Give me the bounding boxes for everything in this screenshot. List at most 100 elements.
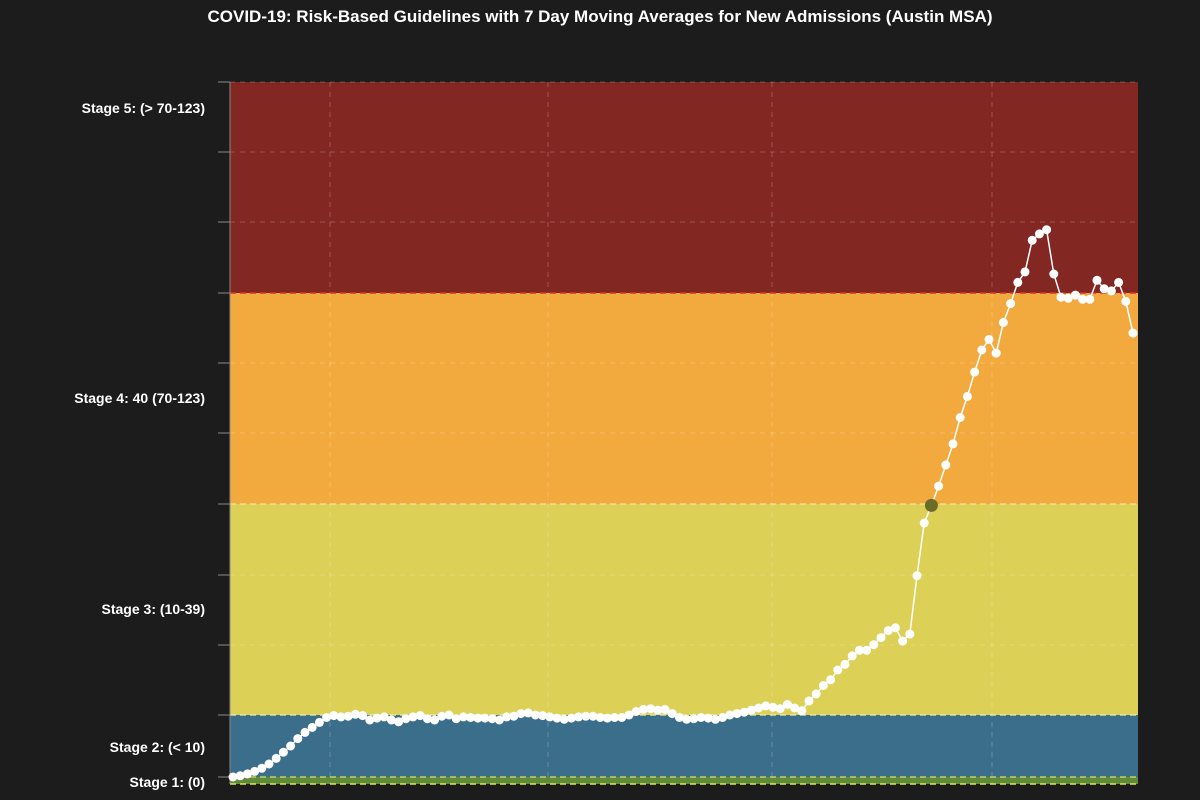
data-point[interactable] — [710, 714, 720, 724]
data-point[interactable] — [854, 645, 864, 655]
data-point[interactable] — [379, 712, 389, 722]
data-point[interactable] — [1078, 294, 1088, 304]
data-point[interactable] — [444, 710, 454, 720]
data-point[interactable] — [833, 665, 843, 675]
data-point[interactable] — [545, 712, 555, 722]
data-point[interactable] — [286, 741, 296, 751]
data-point[interactable] — [883, 626, 893, 636]
data-point[interactable] — [869, 640, 879, 650]
data-point[interactable] — [408, 712, 418, 722]
data-point[interactable] — [768, 702, 778, 712]
data-point[interactable] — [523, 708, 533, 718]
data-point[interactable] — [1063, 293, 1073, 303]
data-point[interactable] — [422, 714, 432, 724]
data-point[interactable] — [271, 753, 281, 763]
data-point[interactable] — [718, 713, 728, 722]
data-point[interactable] — [1070, 290, 1080, 300]
data-point[interactable] — [401, 714, 411, 724]
data-point[interactable] — [998, 318, 1008, 327]
data-point[interactable] — [516, 709, 526, 719]
highlighted-data-point[interactable] — [924, 498, 938, 512]
data-point[interactable] — [660, 704, 670, 714]
data-point[interactable] — [307, 722, 317, 732]
data-point[interactable] — [1056, 292, 1066, 302]
data-point[interactable] — [1013, 277, 1023, 287]
data-point[interactable] — [1027, 235, 1037, 245]
data-point[interactable] — [480, 713, 490, 723]
data-point[interactable] — [458, 712, 468, 722]
data-point[interactable] — [494, 715, 504, 725]
data-point[interactable] — [818, 681, 828, 690]
data-point[interactable] — [1049, 269, 1059, 279]
data-point[interactable] — [437, 711, 447, 721]
data-point[interactable] — [775, 704, 785, 714]
data-point[interactable] — [595, 713, 605, 722]
data-point[interactable] — [1128, 328, 1138, 338]
data-point[interactable] — [329, 711, 339, 721]
data-point[interactable] — [955, 413, 965, 422]
data-point[interactable] — [948, 439, 958, 449]
data-point[interactable] — [847, 651, 857, 661]
data-point[interactable] — [278, 747, 288, 757]
data-point[interactable] — [977, 345, 987, 355]
data-point[interactable] — [228, 772, 238, 782]
data-point[interactable] — [358, 711, 368, 721]
data-point[interactable] — [1106, 286, 1116, 296]
data-point[interactable] — [300, 727, 310, 737]
data-point[interactable] — [552, 713, 562, 723]
data-point[interactable] — [898, 636, 908, 646]
data-point[interactable] — [890, 623, 900, 633]
data-point[interactable] — [602, 713, 612, 723]
data-point[interactable] — [487, 714, 497, 724]
data-point[interactable] — [746, 705, 756, 715]
data-point[interactable] — [610, 713, 620, 722]
data-point[interactable] — [1092, 275, 1102, 285]
data-point[interactable] — [372, 713, 382, 723]
data-point[interactable] — [689, 714, 699, 724]
data-point[interactable] — [559, 714, 569, 724]
data-point[interactable] — [1020, 267, 1030, 277]
data-point[interactable] — [725, 710, 735, 720]
data-point[interactable] — [473, 713, 483, 723]
data-point[interactable] — [826, 675, 836, 685]
data-point[interactable] — [1034, 229, 1044, 239]
data-point[interactable] — [538, 711, 548, 721]
data-point[interactable] — [293, 734, 303, 744]
data-point[interactable] — [631, 707, 641, 716]
data-point[interactable] — [941, 460, 951, 470]
data-point[interactable] — [912, 571, 922, 581]
data-point[interactable] — [782, 700, 792, 709]
data-point[interactable] — [386, 715, 396, 725]
data-point[interactable] — [962, 391, 972, 401]
data-point[interactable] — [530, 710, 540, 720]
data-point[interactable] — [862, 645, 872, 655]
data-point[interactable] — [235, 771, 245, 781]
data-point[interactable] — [509, 711, 519, 721]
data-point[interactable] — [876, 633, 886, 643]
data-point[interactable] — [250, 766, 260, 776]
data-point[interactable] — [754, 703, 764, 713]
data-point[interactable] — [466, 713, 476, 722]
data-point[interactable] — [1121, 296, 1131, 306]
data-point[interactable] — [840, 659, 850, 669]
data-point[interactable] — [797, 706, 807, 716]
data-point[interactable] — [703, 713, 713, 723]
data-point[interactable] — [415, 711, 425, 721]
data-point[interactable] — [502, 712, 512, 722]
data-point[interactable] — [638, 704, 648, 714]
data-point[interactable] — [242, 769, 252, 779]
data-point[interactable] — [1099, 284, 1109, 294]
data-point[interactable] — [1042, 225, 1052, 235]
data-point[interactable] — [653, 705, 663, 715]
data-point[interactable] — [991, 348, 1001, 358]
data-point[interactable] — [934, 481, 944, 491]
data-point[interactable] — [790, 703, 800, 713]
data-point[interactable] — [451, 714, 461, 724]
data-point[interactable] — [430, 715, 440, 725]
data-point[interactable] — [696, 713, 706, 722]
data-point[interactable] — [264, 759, 274, 769]
data-point[interactable] — [1085, 294, 1095, 304]
data-point[interactable] — [617, 713, 627, 722]
data-point[interactable] — [667, 709, 677, 719]
data-point[interactable] — [984, 334, 994, 344]
